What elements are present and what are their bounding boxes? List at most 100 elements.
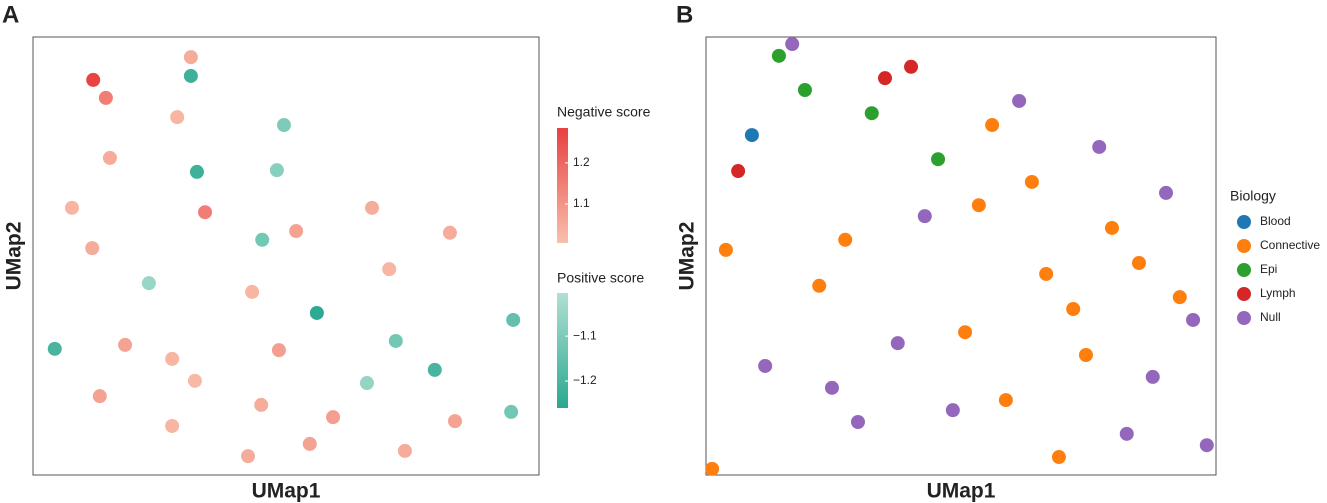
point <box>309 305 324 320</box>
point <box>864 106 879 121</box>
legend-swatch <box>1237 287 1251 301</box>
point <box>838 232 853 247</box>
point <box>289 224 304 239</box>
point <box>1145 369 1160 384</box>
point <box>269 163 284 178</box>
legend-label: Connective <box>1260 238 1320 252</box>
colorbar-tick-label: −1.1 <box>573 328 597 342</box>
point <box>1024 174 1039 189</box>
point <box>917 209 932 224</box>
legend-swatch <box>1237 263 1251 277</box>
legend-title: Biology <box>1230 188 1276 204</box>
point <box>1051 450 1066 465</box>
point <box>245 284 260 299</box>
point <box>506 312 521 327</box>
point <box>785 37 800 52</box>
x-axis-label: UMap1 <box>252 480 321 503</box>
legend-label: Epi <box>1260 262 1277 276</box>
point <box>797 82 812 97</box>
point <box>388 333 403 348</box>
point <box>824 380 839 395</box>
point <box>904 59 919 74</box>
point <box>850 415 865 430</box>
point <box>890 336 905 351</box>
point <box>189 164 204 179</box>
point <box>1104 220 1119 235</box>
colorbar <box>557 128 568 243</box>
point <box>241 449 256 464</box>
point <box>255 232 270 247</box>
point <box>187 373 202 388</box>
colorbar-tick-label: −1.2 <box>573 373 597 387</box>
point <box>442 225 457 240</box>
point <box>165 418 180 433</box>
point <box>744 128 759 143</box>
point <box>1172 290 1187 305</box>
point <box>771 48 786 63</box>
colorbar-title: Negative score <box>557 104 651 120</box>
point <box>141 276 156 291</box>
point <box>878 71 893 86</box>
point <box>86 72 101 87</box>
point <box>931 152 946 167</box>
point <box>1039 266 1054 281</box>
point <box>183 50 198 65</box>
point <box>945 403 960 418</box>
point <box>276 118 291 133</box>
point <box>985 118 1000 133</box>
point <box>102 150 117 165</box>
point <box>758 358 773 373</box>
colorbar-title: Positive score <box>557 270 644 286</box>
point <box>198 205 213 220</box>
point <box>165 351 180 366</box>
point <box>1131 256 1146 271</box>
point <box>448 414 463 429</box>
legend-swatch <box>1237 239 1251 253</box>
point <box>118 337 133 352</box>
point <box>1159 185 1174 200</box>
colorbar-tick-label: 1.2 <box>573 155 590 169</box>
colorbar-tick-label: 1.1 <box>573 196 590 210</box>
point <box>1066 301 1081 316</box>
point <box>731 164 746 179</box>
point <box>47 341 62 356</box>
x-axis-label: UMap1 <box>927 480 996 503</box>
point <box>958 325 973 340</box>
panel-label: B <box>676 1 693 28</box>
point <box>397 443 412 458</box>
point <box>302 436 317 451</box>
point <box>183 68 198 83</box>
point <box>718 242 733 257</box>
y-axis-label: UMap2 <box>676 222 699 291</box>
legend-label: Blood <box>1260 214 1291 228</box>
plot-frame <box>32 36 540 476</box>
point <box>254 397 269 412</box>
plot-frame <box>705 36 1217 476</box>
point <box>92 389 107 404</box>
point <box>998 393 1013 408</box>
point <box>1078 347 1093 362</box>
point <box>98 90 113 105</box>
point <box>1012 93 1027 108</box>
legend-swatch <box>1237 311 1251 325</box>
point <box>359 376 374 391</box>
point <box>85 241 100 256</box>
point <box>705 461 720 476</box>
point <box>1199 438 1214 453</box>
legend-swatch <box>1237 215 1251 229</box>
point <box>271 343 286 358</box>
colorbar <box>557 293 568 408</box>
point <box>64 200 79 215</box>
legend-label: Lymph <box>1260 286 1296 300</box>
point <box>812 278 827 293</box>
point <box>326 410 341 425</box>
point <box>504 404 519 419</box>
point <box>365 200 380 215</box>
legend-label: Null <box>1260 310 1281 324</box>
point <box>1119 426 1134 441</box>
point <box>382 262 397 277</box>
y-axis-label: UMap2 <box>3 222 26 291</box>
point <box>971 198 986 213</box>
point <box>427 362 442 377</box>
